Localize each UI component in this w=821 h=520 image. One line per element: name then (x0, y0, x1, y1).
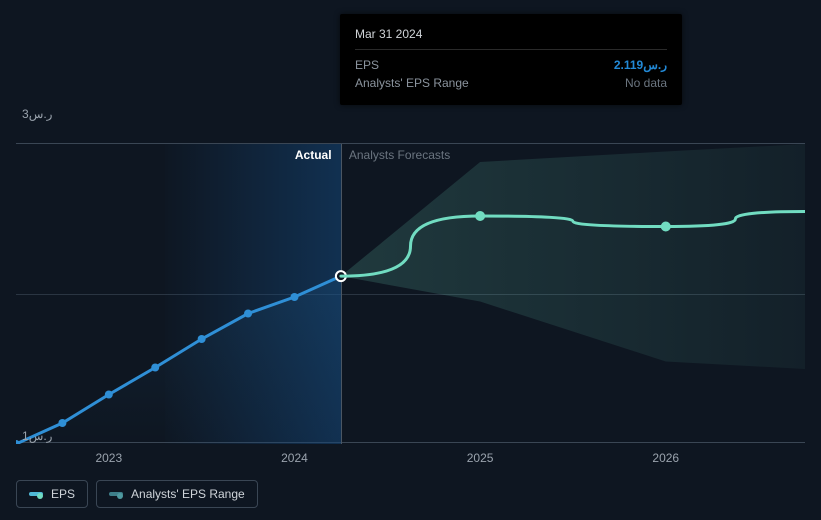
eps-actual-point (151, 364, 159, 372)
x-tick: 2026 (652, 451, 679, 465)
tooltip-date: Mar 31 2024 (355, 27, 667, 41)
tooltip-row-value: 2.119ر.س (614, 58, 667, 72)
legend-swatch-eps (29, 492, 43, 496)
eps-actual-point (58, 419, 66, 427)
legend: EPS Analysts' EPS Range (16, 480, 258, 508)
chart-area[interactable]: 3ر.س Actual Analysts Forecasts 1ر.س (16, 125, 805, 445)
legend-item-eps[interactable]: EPS (16, 480, 88, 508)
eps-actual-fill (16, 276, 341, 444)
tooltip-row-label: Analysts' EPS Range (355, 76, 469, 90)
legend-label: Analysts' EPS Range (131, 487, 245, 501)
eps-actual-point (198, 335, 206, 343)
tooltip-row-value: No data (625, 76, 667, 90)
tooltip-row-label: EPS (355, 58, 379, 72)
eps-forecast-point (475, 211, 485, 221)
eps-forecast-chart: { "tooltip": { "date": "Mar 31 2024", "r… (0, 0, 821, 520)
legend-item-range[interactable]: Analysts' EPS Range (96, 480, 258, 508)
y-tick-top: 3ر.س (22, 107, 52, 121)
x-tick: 2024 (281, 451, 308, 465)
chart-svg (16, 144, 805, 444)
x-tick: 2025 (467, 451, 494, 465)
tooltip-row-range: Analysts' EPS Range No data (355, 74, 667, 92)
x-tick: 2023 (95, 451, 122, 465)
x-axis: 2023 2024 2025 2026 (16, 451, 805, 471)
eps-actual-point (244, 310, 252, 318)
eps-forecast-point (661, 222, 671, 232)
tooltip-divider (355, 49, 667, 50)
eps-actual-point (290, 293, 298, 301)
plot-area: Actual Analysts Forecasts (16, 143, 805, 443)
eps-actual-point (16, 440, 20, 444)
analysts-range-area (341, 144, 805, 369)
legend-swatch-range (109, 492, 123, 496)
chart-tooltip: Mar 31 2024 EPS 2.119ر.س Analysts' EPS R… (340, 14, 682, 105)
tooltip-row-eps: EPS 2.119ر.س (355, 56, 667, 74)
eps-actual-point (105, 391, 113, 399)
legend-label: EPS (51, 487, 75, 501)
